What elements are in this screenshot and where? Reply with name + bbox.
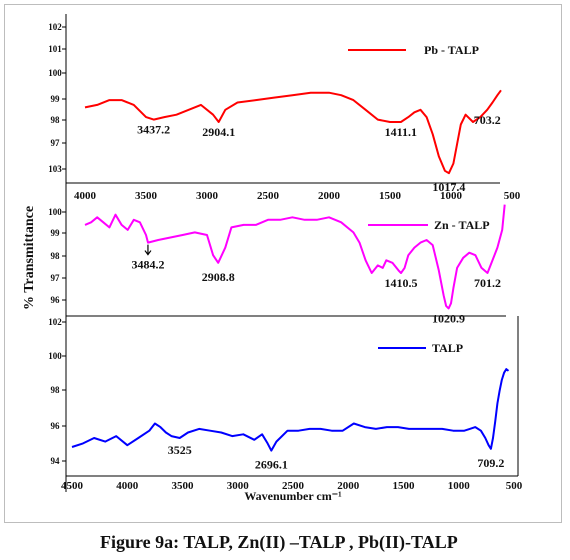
x-axis-label: Wavenumber cm⁻¹ [244, 489, 342, 503]
zn-ytick-label: 97 [51, 273, 61, 283]
pb-peak-label: 1017.4 [432, 180, 465, 194]
zn-ytick-label: 99 [51, 228, 61, 238]
pb-ytick-label: 99 [51, 94, 61, 104]
pb-ytick-label: 100 [48, 68, 62, 78]
pb-peak-label: 3437.2 [137, 123, 170, 137]
talp-ytick-label: 100 [48, 351, 62, 361]
zn-peak-label: 701.2 [474, 276, 501, 290]
talp-ytick-label: 94 [51, 456, 61, 466]
zn-ytick-label: 96 [51, 295, 61, 305]
pb-peak-label: 703.2 [474, 113, 501, 127]
zn-peak-label: 1020.9 [432, 311, 465, 325]
pb-peak-label: 1411.1 [385, 125, 417, 139]
pb-ytick-label: 103 [48, 164, 62, 174]
pb-xtick-label: 3500 [135, 190, 158, 202]
pb-xtick-label: 2500 [257, 190, 280, 202]
pb-xtick-label: 500 [504, 190, 521, 202]
pb-xtick-label: 1500 [379, 190, 402, 202]
zn-talp-panel: 100 99 98 97 96 3484.2 2908.8 1410.5 1020.9 701.2 [48, 204, 506, 325]
talp-ytick-label: 98 [51, 385, 61, 395]
talp-xtick-label: 4500 [61, 480, 84, 492]
talp-xtick-label: 500 [506, 480, 523, 492]
talp-ytick-label: 96 [51, 421, 61, 431]
talp-series-line [71, 368, 510, 452]
pb-legend-label: Pb - TALP [424, 43, 479, 57]
zn-ytick-label: 100 [48, 207, 62, 217]
talp-xtick-label: 3000 [227, 480, 250, 492]
zn-series-line [84, 204, 506, 310]
talp-xtick-label: 1000 [448, 480, 471, 492]
talp-panel: 102 100 98 96 94 4500 4000 3500 3000 2500 2000 1500… [48, 317, 523, 492]
pb-xtick-label: 4000 [74, 190, 97, 202]
talp-xtick-label: 4000 [116, 480, 139, 492]
y-axis-label: % Transmittance [22, 206, 37, 310]
pb-xtick-label: 2000 [318, 190, 341, 202]
figure-caption: Figure 9a: TALP, Zn(II) –TALP , Pb(II)-T… [100, 532, 458, 552]
talp-peak-label: 2696.1 [255, 458, 288, 472]
zn-peak-label: 2908.8 [202, 270, 235, 284]
pb-xtick-label: 1000 [440, 190, 463, 202]
zn-peak-label: 1410.5 [384, 276, 417, 290]
talp-peak-label: 709.2 [477, 456, 504, 470]
pb-ytick-label: 97 [51, 138, 61, 148]
pb-ytick-label: 101 [48, 44, 62, 54]
pb-series-line [84, 89, 502, 175]
zn-legend-label: Zn - TALP [434, 218, 490, 232]
talp-xtick-label: 2500 [282, 480, 305, 492]
talp-xtick-label: 3500 [172, 480, 195, 492]
talp-xtick-label: 1500 [393, 480, 416, 492]
pb-peak-label: 2904.1 [202, 125, 235, 139]
zn-ytick-label: 98 [51, 251, 61, 261]
talp-ytick-label: 102 [48, 317, 62, 327]
talp-peak-label: 3525 [168, 443, 192, 457]
ir-spectra-chart: 102 101 100 99 98 97 103 4000 3500 3000 2500 2000 15… [22, 14, 523, 503]
pb-ytick-label: 102 [48, 22, 62, 32]
talp-xtick-label: 2000 [337, 480, 360, 492]
pb-ytick-label: 98 [51, 115, 61, 125]
zn-peak-label: 3484.2 [131, 258, 164, 272]
figure-frame [4, 4, 562, 523]
pb-xtick-label: 3000 [196, 190, 219, 202]
talp-legend-label: TALP [432, 341, 463, 355]
pb-talp-panel: 102 101 100 99 98 97 103 4000 3500 3000 2500 2000 15… [48, 22, 521, 202]
zn-annotation-arrow [144, 244, 152, 256]
